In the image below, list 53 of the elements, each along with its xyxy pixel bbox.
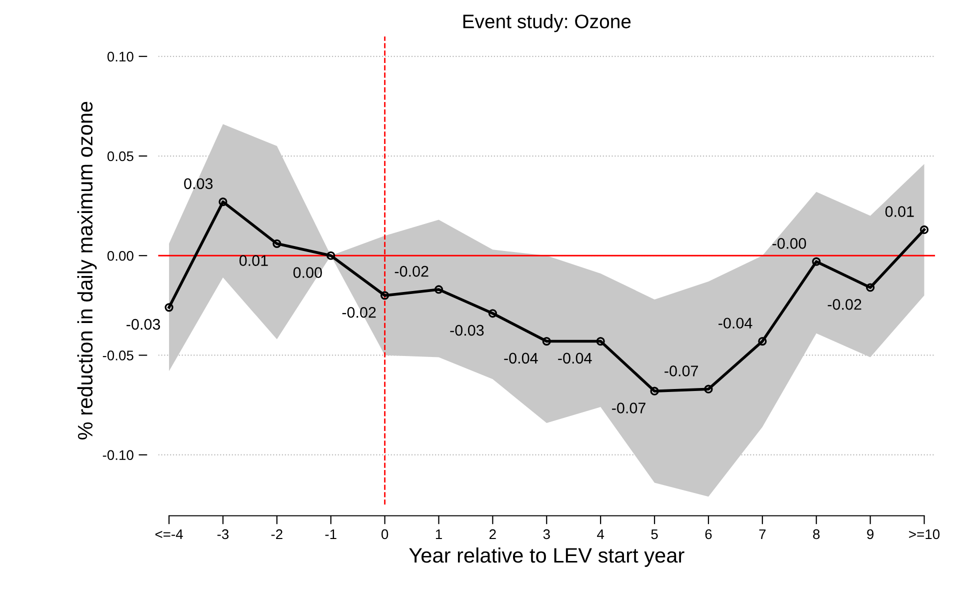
data-label: 0.03 xyxy=(184,178,213,190)
point xyxy=(272,239,282,248)
point xyxy=(164,303,174,312)
x-tick-label: -1 xyxy=(325,529,336,540)
x-tick-label: >=10 xyxy=(909,529,940,540)
point xyxy=(326,251,336,260)
x-tick-label: 9 xyxy=(867,529,874,540)
y-tick-label: 0.10 xyxy=(107,52,134,62)
data-label: -0.04 xyxy=(504,352,538,364)
data-label: -0.02 xyxy=(828,299,862,310)
data-label: 0.01 xyxy=(885,206,914,217)
data-label: -0.04 xyxy=(718,318,752,329)
data-label: 0.00 xyxy=(293,267,322,278)
data-label: -0.00 xyxy=(772,238,806,249)
data-label: -0.02 xyxy=(394,266,428,277)
x-tick-label: -3 xyxy=(217,529,229,540)
x-axis-title: Year relative to LEV start year xyxy=(409,547,684,567)
y-tick-label: -0.05 xyxy=(102,350,134,360)
point xyxy=(596,336,605,346)
data-label: -0.04 xyxy=(558,352,592,364)
x-tick-label: 5 xyxy=(651,529,658,540)
point xyxy=(812,257,821,266)
point xyxy=(650,386,659,396)
data-label: -0.07 xyxy=(664,366,698,376)
point xyxy=(488,309,497,318)
x-tick-label: 4 xyxy=(597,529,604,540)
x-tick-label: 7 xyxy=(759,529,766,540)
x-tick-label: -2 xyxy=(271,529,282,540)
y-tick-label: -0.10 xyxy=(102,450,134,460)
y-tick-label: 0.00 xyxy=(107,250,134,261)
point xyxy=(920,225,929,234)
x-tick-label: 1 xyxy=(436,529,442,540)
point xyxy=(380,291,390,300)
data-label: 0.01 xyxy=(239,255,268,266)
y-axis-title: % reduction in daily maximum ozone xyxy=(77,102,97,440)
data-label: -0.07 xyxy=(612,402,646,414)
point xyxy=(218,198,228,206)
x-tick-label: 6 xyxy=(705,529,712,540)
data-label: -0.02 xyxy=(342,306,376,318)
chart-title: Event study: Ozone xyxy=(463,14,631,32)
point xyxy=(542,336,551,346)
data-label: -0.03 xyxy=(450,324,484,336)
x-tick-label: 3 xyxy=(543,529,550,540)
point xyxy=(866,283,875,292)
x-tick-label: 2 xyxy=(490,529,496,540)
x-tick-label: 0 xyxy=(381,529,388,540)
data-label: -0.03 xyxy=(126,318,160,330)
point xyxy=(758,336,767,346)
x-tick-label: 8 xyxy=(813,529,820,540)
point xyxy=(704,384,713,394)
y-tick-label: 0.05 xyxy=(107,151,134,162)
point xyxy=(434,285,444,294)
x-tick-label: <=-4 xyxy=(155,529,183,540)
